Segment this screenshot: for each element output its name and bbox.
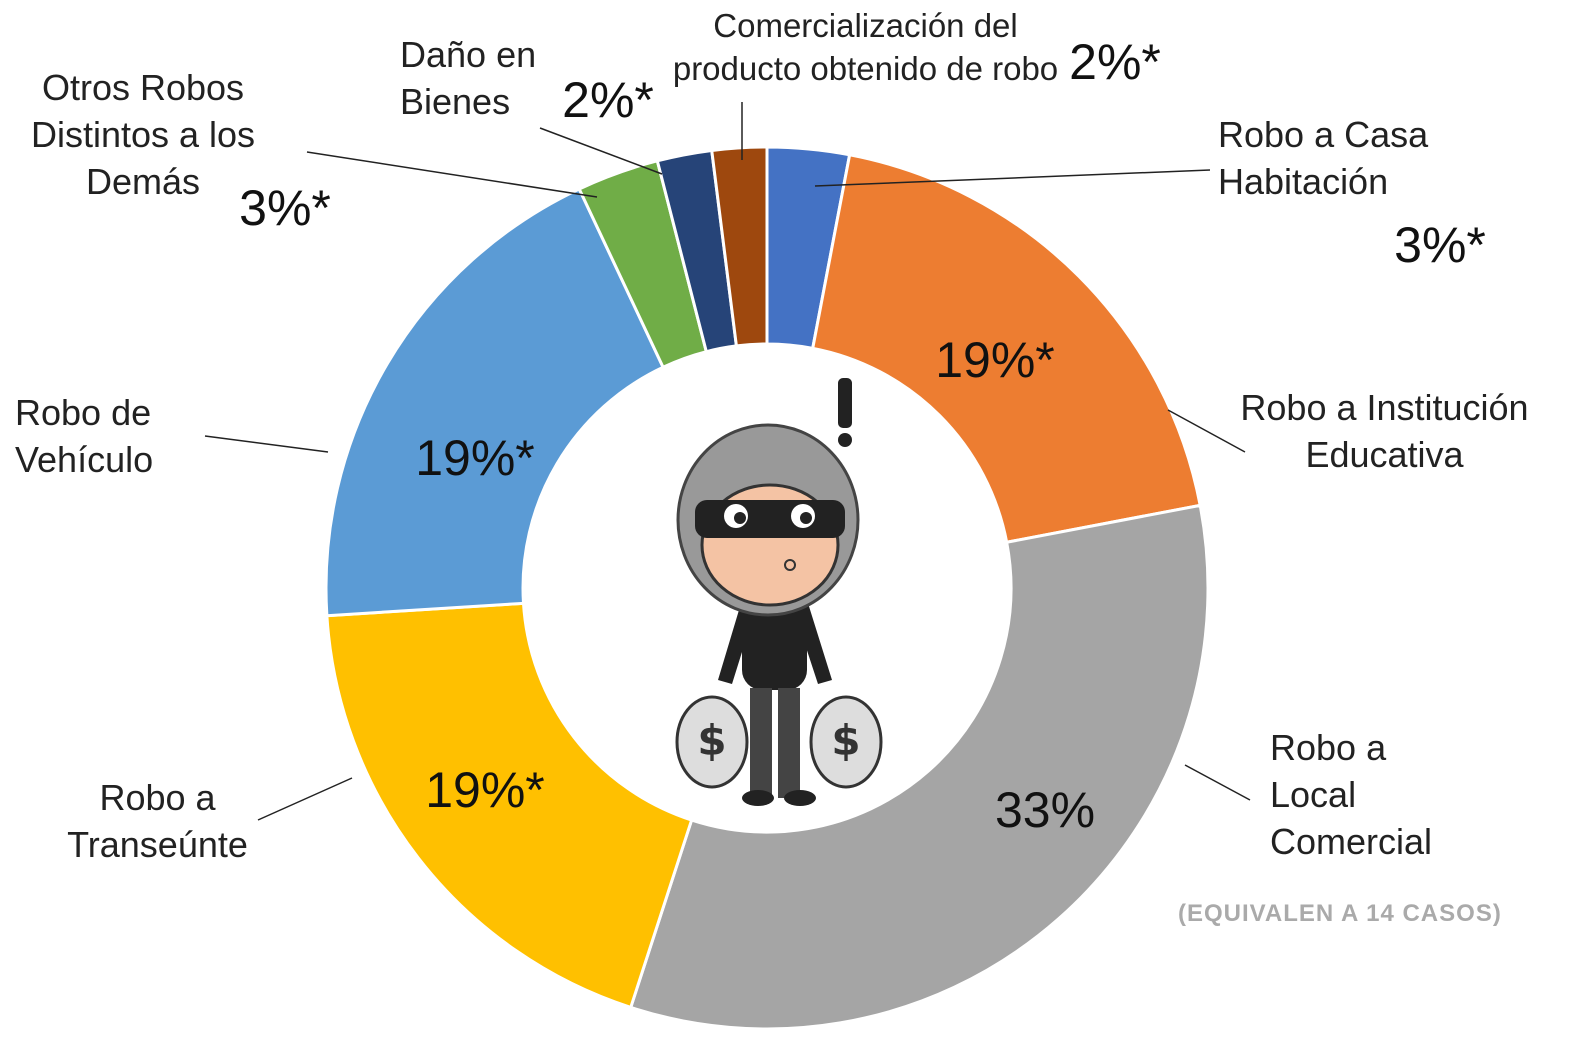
value-label: 2%*: [1069, 34, 1161, 90]
category-label: Robo a Casa Habitación: [1218, 114, 1429, 202]
category-label: Comercialización del producto obtenido d…: [672, 7, 1059, 87]
category-label: Robo a Institución Educativa: [1240, 387, 1529, 475]
donut-slice: [810, 153, 1202, 545]
value-label: 33%: [994, 782, 1096, 838]
value-label: 19%*: [415, 430, 535, 486]
category-label: Robo de Vehículo: [15, 392, 154, 480]
leader-line: [1167, 409, 1246, 453]
svg-text:$: $: [831, 716, 860, 765]
category-label: Daño en Bienes: [400, 34, 537, 122]
leader-line: [257, 777, 353, 821]
donut-slice: [628, 503, 1210, 1031]
value-label: 19%*: [425, 762, 545, 818]
leader-line: [204, 435, 329, 453]
illustration: $ $: [675, 378, 883, 806]
leader-line: [1184, 764, 1251, 801]
svg-text:$: $: [697, 716, 726, 765]
donut-slice: [325, 601, 694, 1010]
value-label: 2%*: [562, 72, 654, 128]
category-label: Robo a Transeúnte: [67, 777, 248, 865]
value-label: 3%*: [1394, 217, 1486, 273]
leader-line: [814, 169, 1211, 187]
category-label: Robo a Local Comercial: [1270, 727, 1433, 862]
donut-slice: [324, 186, 666, 618]
donut-slice: [710, 145, 769, 348]
value-label: 3%*: [239, 180, 331, 236]
value-label: 19%*: [935, 332, 1055, 388]
leader-line: [306, 151, 598, 198]
leader-line: [539, 127, 663, 175]
category-label: Otros Robos Distintos a los Demás: [30, 67, 256, 202]
annotation: (EQUIVALEN A 14 CASOS): [1178, 900, 1502, 927]
